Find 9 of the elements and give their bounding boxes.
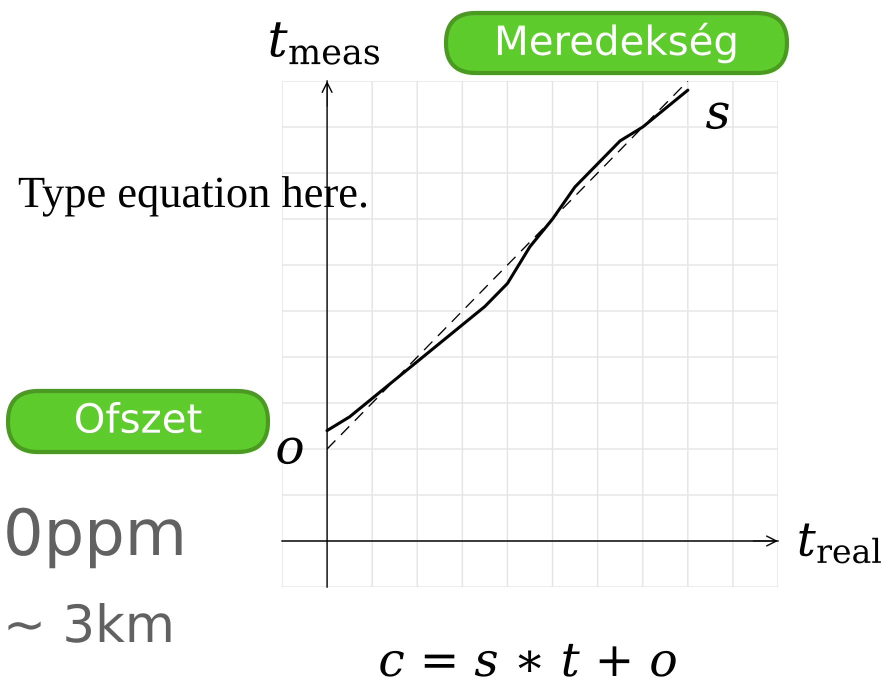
- text: o: [277, 437, 303, 464]
- text: ~ 3km: [8, 602, 171, 643]
- text: Meredekség: [498, 22, 736, 64]
- y-axis-title: t$_{meas}$: [270, 22, 379, 65]
- text: 0ppm: [7, 508, 182, 568]
- text: c = s ∗ t + o: [380, 644, 676, 677]
- x-axis-title: t$_{real}$: [799, 523, 881, 564]
- text: Ofszet: [76, 402, 202, 434]
- text: s: [706, 102, 729, 130]
